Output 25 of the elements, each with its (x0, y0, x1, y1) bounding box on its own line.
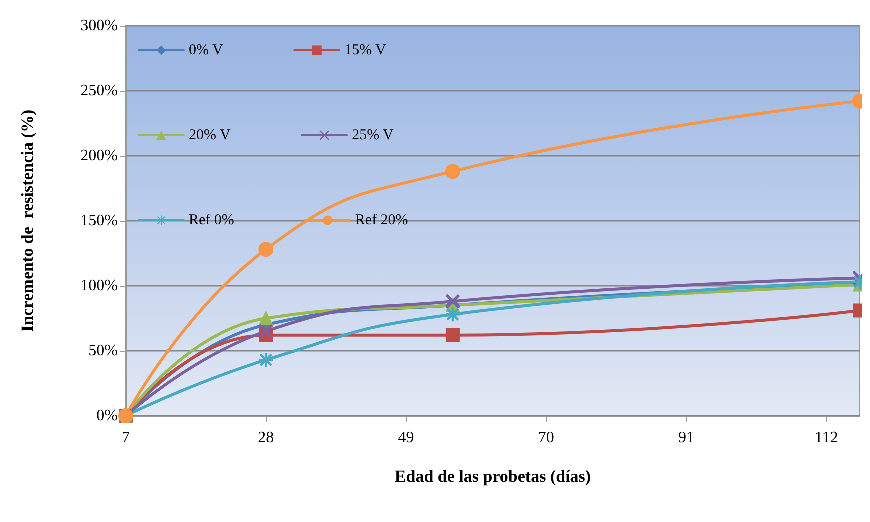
y-tick-label: 200% (80, 148, 118, 164)
legend-label: Ref 20% (355, 212, 408, 228)
legend-label: 25% V (352, 128, 394, 144)
legend-label: 0% V (189, 42, 224, 58)
y-tick-label: 0% (96, 408, 118, 424)
y-tick-label: 50% (88, 342, 118, 360)
y-tick-label: 100% (80, 278, 118, 294)
y-tick-label: 250% (80, 82, 118, 100)
y-tick-label: 300% (80, 18, 118, 34)
point (446, 328, 460, 342)
legend-label: Ref 0% (189, 212, 234, 228)
point (445, 164, 460, 180)
y-axis-title: Incremento de resistencia (%) (18, 110, 37, 332)
x-tick-label: 112 (814, 430, 838, 446)
legend-label: 15% V (344, 42, 387, 58)
legend-label: 20% V (189, 128, 231, 144)
y-tick-label: 150% (80, 212, 118, 230)
x-tick-label: 49 (398, 430, 414, 446)
x-tick-label: 28 (258, 430, 274, 446)
point (258, 242, 274, 258)
x-axis-title: Edad de las probetas (días) (394, 467, 592, 486)
x-tick-label: 7 (122, 430, 130, 446)
x-tick-label: 91 (678, 430, 695, 446)
point (259, 312, 274, 326)
x-tick-label: 70 (538, 430, 554, 446)
